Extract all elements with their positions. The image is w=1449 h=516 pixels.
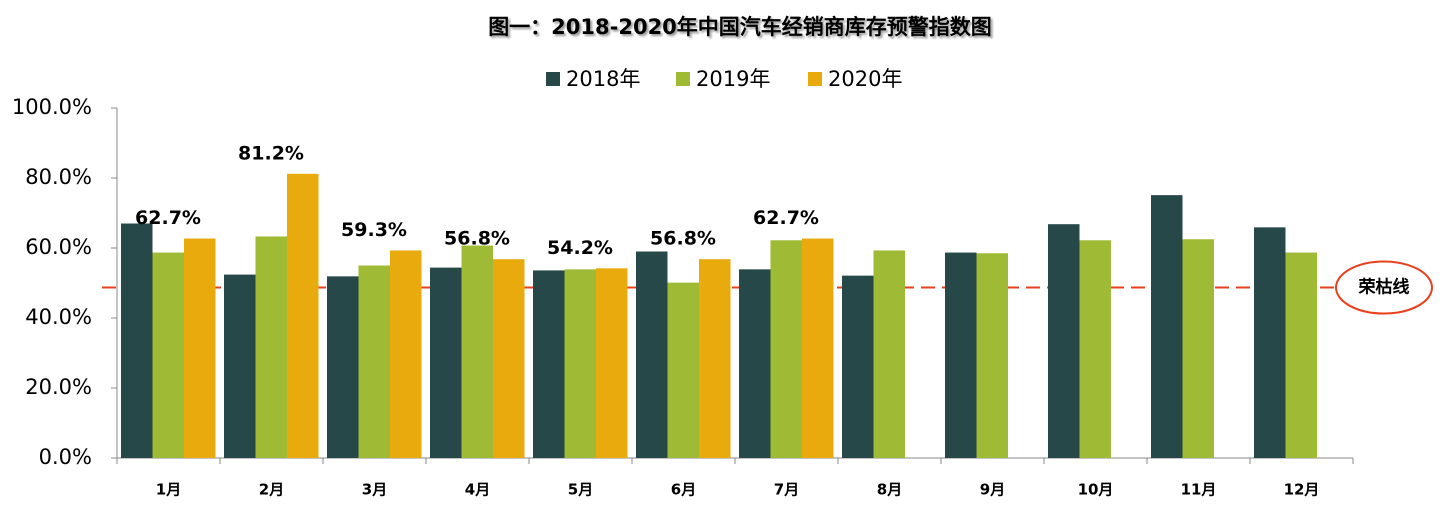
y-tick-label: 100.0% bbox=[12, 95, 92, 119]
bar bbox=[493, 259, 525, 458]
value-label: 59.3% bbox=[341, 219, 407, 241]
bar bbox=[287, 173, 319, 459]
bar bbox=[739, 269, 771, 458]
bar bbox=[184, 238, 216, 458]
bar bbox=[533, 270, 565, 458]
x-tick-label: 2月 bbox=[259, 481, 284, 499]
bar bbox=[770, 240, 802, 458]
bar bbox=[699, 259, 731, 458]
bar bbox=[802, 238, 834, 458]
y-tick-label: 40.0% bbox=[25, 305, 92, 329]
x-tick-label: 5月 bbox=[568, 481, 593, 499]
y-tick-label: 60.0% bbox=[25, 235, 92, 259]
chart-title: 图一：2018-2020年中国汽车经销商库存预警指数图 bbox=[488, 15, 992, 39]
legend-label: 2020年 bbox=[828, 67, 902, 91]
bar bbox=[636, 251, 668, 458]
value-label: 54.2% bbox=[547, 237, 613, 259]
y-tick-label: 0.0% bbox=[39, 445, 92, 469]
value-label: 56.8% bbox=[444, 228, 510, 250]
value-label: 62.7% bbox=[753, 207, 819, 229]
legend-swatch bbox=[808, 72, 822, 86]
x-tick-label: 9月 bbox=[980, 481, 1005, 499]
threshold-label: 荣枯线 bbox=[1358, 277, 1410, 298]
threshold-badge bbox=[1335, 260, 1433, 315]
bar bbox=[976, 253, 1008, 458]
bar bbox=[1048, 224, 1080, 458]
y-tick-label: 80.0% bbox=[25, 165, 92, 189]
value-label: 81.2% bbox=[238, 142, 304, 164]
badge-ellipse bbox=[1335, 260, 1433, 315]
value-label: 62.7% bbox=[135, 207, 201, 229]
bar bbox=[667, 282, 699, 458]
bar bbox=[1285, 252, 1317, 458]
bar bbox=[390, 250, 422, 458]
x-tick-label: 7月 bbox=[774, 481, 799, 499]
bar bbox=[121, 223, 153, 458]
y-tick-label: 20.0% bbox=[25, 375, 92, 399]
bar bbox=[1254, 227, 1286, 458]
bar bbox=[1079, 240, 1111, 458]
x-tick-label: 10月 bbox=[1078, 481, 1114, 499]
bar bbox=[152, 252, 184, 458]
legend-label: 2018年 bbox=[566, 67, 640, 91]
x-tick-label: 1月 bbox=[156, 481, 181, 499]
value-label: 56.8% bbox=[650, 228, 716, 250]
bar bbox=[873, 250, 905, 458]
bar bbox=[1151, 195, 1183, 458]
bar bbox=[358, 265, 390, 458]
bar bbox=[430, 267, 462, 458]
bar bbox=[564, 269, 596, 458]
bar bbox=[945, 252, 977, 458]
bar bbox=[255, 236, 287, 458]
legend-swatch bbox=[546, 72, 560, 86]
bar bbox=[596, 268, 628, 458]
bar bbox=[327, 276, 359, 458]
bar bbox=[224, 274, 256, 458]
legend-label: 2019年 bbox=[696, 67, 770, 91]
x-tick-label: 12月 bbox=[1284, 481, 1320, 499]
bar bbox=[461, 245, 493, 458]
x-tick-label: 6月 bbox=[671, 481, 696, 499]
x-tick-label: 8月 bbox=[877, 481, 902, 499]
x-tick-label: 4月 bbox=[465, 481, 490, 499]
x-tick-label: 11月 bbox=[1181, 481, 1217, 499]
bar bbox=[842, 275, 874, 458]
bar bbox=[1182, 239, 1214, 458]
legend-swatch bbox=[676, 72, 690, 86]
x-tick-label: 3月 bbox=[362, 481, 387, 499]
